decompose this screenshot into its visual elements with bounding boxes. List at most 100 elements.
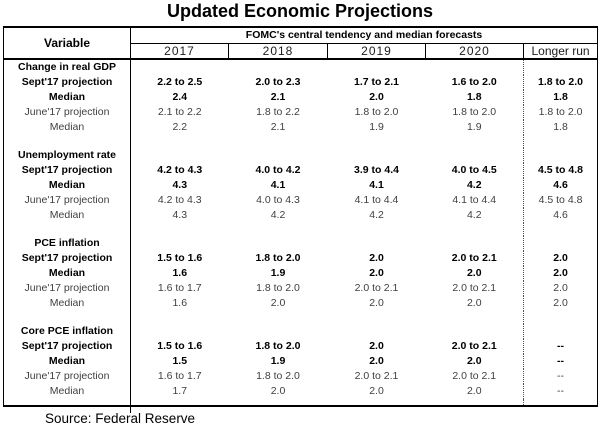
spacer-cell (522, 135, 598, 148)
spacer-cell (328, 311, 426, 324)
value-cell: 4.1 to 4.4 (354, 194, 399, 206)
data-row: June'17 projection 1.6 to 1.7 1.8 to 2.0 2.… (3, 281, 598, 296)
value-cell: 4.2 to 4.3 (157, 194, 202, 206)
spacer-cell (229, 223, 328, 236)
empty-cell (328, 59, 426, 75)
spacer-cell (426, 135, 524, 148)
spacer-cell (426, 223, 524, 236)
value-cell: 4.2 (466, 179, 482, 191)
value-cell: 1.6 (172, 267, 188, 279)
value-cell: -- (522, 369, 598, 384)
value-cell: 4.6 (522, 208, 598, 223)
value-cell: 1.8 to 2.0 (255, 252, 301, 264)
data-row: June'17 projection 2.1 to 2.2 1.8 to 2.2 1.… (3, 105, 598, 120)
value-cell: 1.6 to 1.7 (157, 282, 202, 294)
value-cell: 2.0 (369, 385, 384, 397)
value-cell: 1.9 (270, 355, 286, 367)
data-row: June'17 projection 1.6 to 1.7 1.8 to 2.0 2.… (3, 369, 598, 384)
empty-cell (131, 59, 229, 75)
empty-cell (522, 148, 598, 163)
spacer-cell (131, 135, 229, 148)
spacer-cell (3, 135, 131, 148)
value-cell: 2.0 (522, 266, 598, 281)
value-cell: 4.1 (270, 179, 286, 191)
pad-cell (229, 399, 328, 406)
row-label: June'17 projection (3, 105, 131, 120)
value-cell: -- (522, 339, 598, 354)
value-cell: 1.5 (172, 355, 188, 367)
value-cell: 2.0 (466, 355, 482, 367)
value-cell: 1.7 (172, 385, 188, 397)
section-header-row: Unemployment rate (3, 148, 598, 163)
column-header-2018: 2018 (228, 43, 328, 60)
value-cell: 1.8 to 2.0 (255, 340, 301, 352)
value-cell: 4.3 (172, 209, 188, 221)
empty-cell (328, 324, 426, 339)
value-cell: 4.2 to 4.3 (157, 164, 203, 176)
value-cell: 2.0 (466, 267, 482, 279)
value-cell: 1.8 to 2.0 (522, 75, 598, 90)
empty-cell (522, 324, 598, 339)
section-header-row: Core PCE inflation (3, 324, 598, 339)
value-cell: 4.1 to 4.4 (452, 194, 497, 206)
value-cell: 1.9 (270, 267, 286, 279)
value-cell: 2.0 (522, 281, 598, 296)
data-row: Median 1.7 2.0 2.0 2.0 -- (3, 384, 598, 399)
data-row: Sept'17 projection 1.5 to 1.6 1.8 to 2.0 2.… (3, 251, 598, 266)
value-cell: 1.8 (466, 91, 482, 103)
value-cell: 2.0 to 2.1 (452, 370, 497, 382)
value-cell: 1.8 (522, 120, 598, 135)
value-cell: 1.8 (522, 90, 598, 105)
value-cell: 4.2 (466, 209, 482, 221)
table-body: Change in real GDP Sept'17 projection 2.2 … (3, 59, 598, 406)
value-cell: 2.0 to 2.3 (255, 76, 301, 88)
row-label: June'17 projection (3, 369, 131, 384)
empty-cell (131, 324, 229, 339)
section-label: Change in real GDP (3, 59, 131, 75)
value-cell: 4.2 (270, 209, 286, 221)
row-label: Median (3, 296, 131, 311)
value-cell: 2.0 to 2.1 (451, 252, 497, 264)
table-header: Variable FOMC's central tendency and med… (3, 27, 598, 60)
value-cell: 2.0 to 2.1 (354, 282, 399, 294)
data-row: Median 4.3 4.2 4.2 4.2 4.6 (3, 208, 598, 223)
value-cell: 4.0 to 4.2 (255, 164, 301, 176)
value-cell: 2.0 (466, 297, 482, 309)
projections-table: Variable FOMC's central tendency and med… (3, 26, 599, 407)
value-cell: 4.3 (172, 179, 188, 191)
value-cell: 4.5 to 4.8 (522, 193, 598, 208)
value-cell: 2.2 to 2.5 (157, 76, 203, 88)
value-cell: 2.0 (369, 91, 384, 103)
value-cell: 2.0 (522, 296, 598, 311)
row-label: Median (3, 90, 131, 105)
value-cell: 2.2 (172, 121, 188, 133)
pad-cell (131, 399, 229, 406)
value-cell: 4.5 to 4.8 (522, 163, 598, 178)
pad-cell (328, 399, 426, 406)
row-label: Median (3, 266, 131, 281)
value-cell: 3.9 to 4.4 (354, 164, 399, 176)
value-cell: 1.6 to 2.0 (451, 76, 497, 88)
empty-cell (229, 59, 328, 75)
column-header-variable: Variable (3, 27, 131, 60)
row-label: Median (3, 354, 131, 369)
value-cell: 2.0 to 2.1 (451, 340, 497, 352)
group-header: FOMC's central tendency and median forec… (130, 27, 598, 44)
section-header-row: PCE inflation (3, 236, 598, 251)
row-label: Sept'17 projection (3, 339, 131, 354)
pad-cell (3, 399, 131, 406)
value-cell: 2.0 (369, 355, 384, 367)
empty-cell (426, 59, 524, 75)
value-cell: 4.6 (522, 178, 598, 193)
spacer-row (3, 311, 598, 324)
value-cell: 1.8 to 2.0 (256, 282, 300, 294)
value-cell: 2.0 (466, 385, 482, 397)
value-cell: 4.0 to 4.5 (451, 164, 497, 176)
data-row: Median 1.6 2.0 2.0 2.0 2.0 (3, 296, 598, 311)
empty-cell (426, 324, 524, 339)
value-cell: 2.0 (369, 297, 384, 309)
value-cell: 1.8 to 2.0 (256, 370, 300, 382)
spacer-cell (229, 311, 328, 324)
spacer-cell (229, 135, 328, 148)
section-label: Core PCE inflation (3, 324, 131, 339)
